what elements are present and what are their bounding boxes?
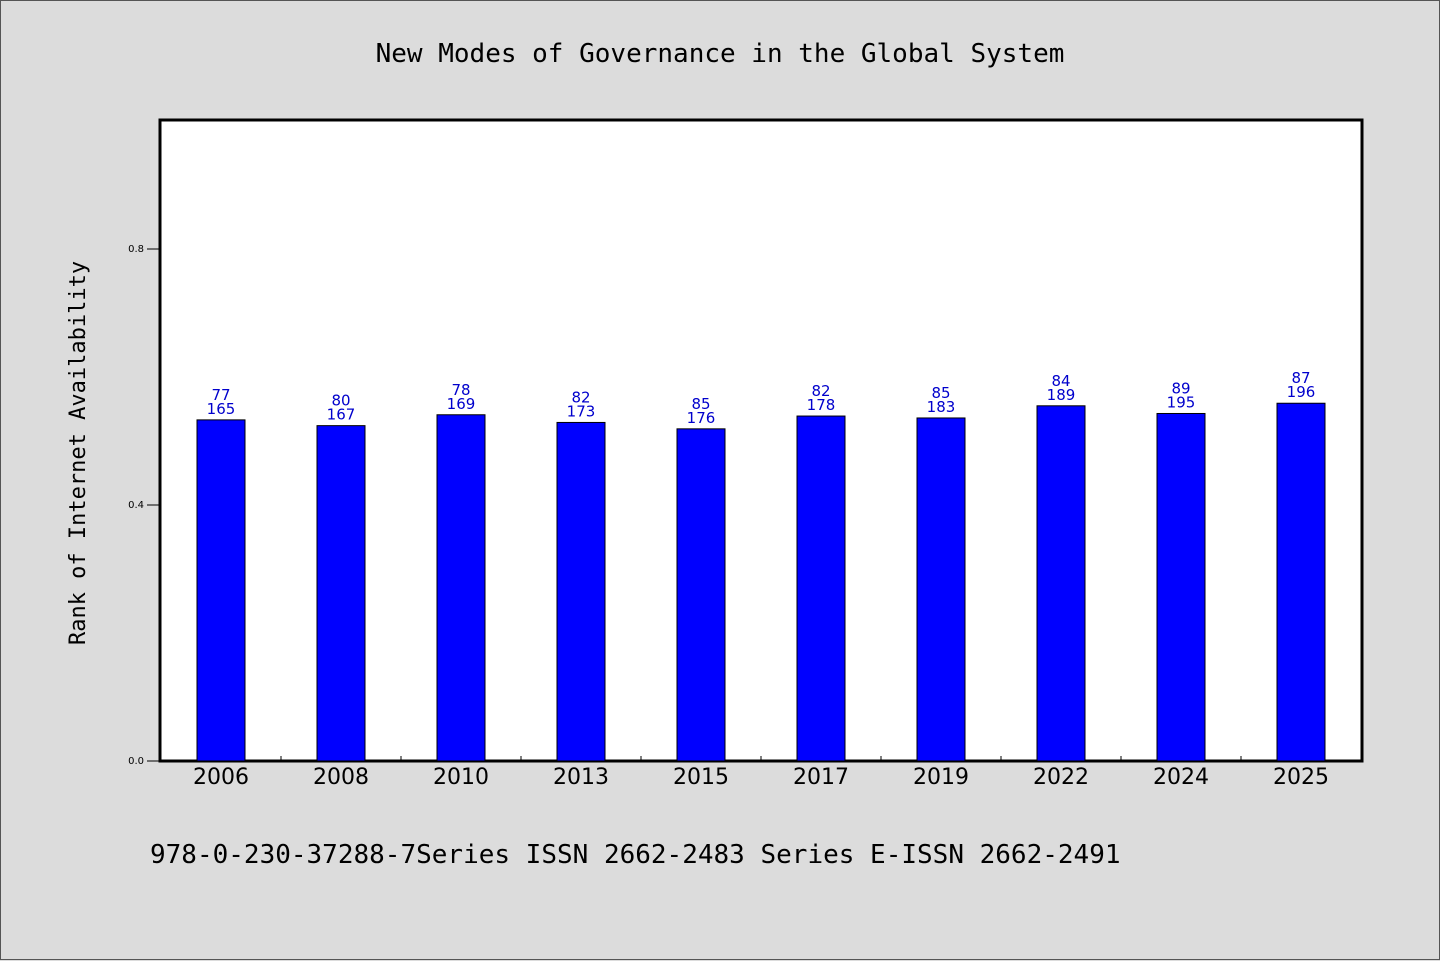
- bar-label-bottom-2008: 167: [327, 406, 356, 424]
- bar-label-top-2022: 84: [1051, 372, 1070, 390]
- bar-2017: [796, 415, 846, 762]
- x-tick-label-2022: 2022: [1033, 765, 1089, 790]
- bar-2022: [1036, 405, 1086, 762]
- y-tick-label-1: 0.4: [128, 500, 144, 511]
- bar-label-bottom-2017: 178: [807, 396, 836, 414]
- x-tick-label-2015: 2015: [673, 765, 729, 790]
- bars-layer: [196, 402, 1326, 762]
- y-axis-ticks: 0.0 0.4 0.8: [128, 244, 161, 767]
- bar-label-bottom-2022: 189: [1047, 386, 1076, 404]
- bar-2008: [316, 425, 366, 762]
- bar-2015: [676, 428, 726, 762]
- bar-label-bottom-2006: 165: [207, 400, 236, 418]
- bar-label-top-2017: 82: [811, 382, 830, 400]
- bar-2025: [1276, 402, 1326, 762]
- bar-2010: [436, 414, 486, 762]
- y-tick-label-0: 0.0: [128, 756, 144, 767]
- bar-2013: [556, 421, 606, 762]
- bar-label-top-2006: 77: [211, 386, 230, 404]
- x-tick-label-2010: 2010: [433, 765, 489, 790]
- y-tick-label-2: 0.8: [128, 244, 144, 255]
- bar-2024: [1156, 412, 1206, 762]
- bar-label-top-2019: 85: [931, 384, 950, 402]
- x-tick-label-2024: 2024: [1153, 765, 1209, 790]
- bar-label-bottom-2024: 195: [1167, 393, 1196, 411]
- bar-label-top-2024: 89: [1171, 379, 1190, 397]
- bar-label-top-2025: 87: [1291, 369, 1310, 387]
- bar-label-top-2010: 78: [451, 381, 470, 399]
- x-tick-label-2019: 2019: [913, 765, 969, 790]
- bar-label-top-2015: 85: [691, 395, 710, 413]
- x-tick-label-2025: 2025: [1273, 765, 1329, 790]
- bar-2019: [916, 417, 966, 762]
- footer-isbn-issn: 978-0-230-37288-7Series ISSN 2662-2483 S…: [150, 840, 1121, 870]
- bar-label-bottom-2015: 176: [687, 409, 716, 427]
- x-axis-ticks: 2006 2008 2010 2013 2015 2017 2019 2022 2024 2025: [193, 756, 1329, 790]
- x-tick-label-2008: 2008: [313, 765, 369, 790]
- bar-label-bottom-2013: 173: [567, 402, 596, 420]
- x-tick-label-2017: 2017: [793, 765, 849, 790]
- chart-title: New Modes of Governance in the Global Sy…: [376, 39, 1065, 69]
- bar-label-bottom-2010: 169: [447, 395, 476, 413]
- bar-label-top-2013: 82: [571, 388, 590, 406]
- bar-label-bottom-2025: 196: [1287, 383, 1316, 401]
- bar-2006: [196, 419, 246, 762]
- bar-label-top-2008: 80: [331, 392, 350, 410]
- y-axis-label: Rank of Internet Availability: [66, 261, 91, 645]
- x-tick-label-2013: 2013: [553, 765, 609, 790]
- x-tick-label-2006: 2006: [193, 765, 249, 790]
- bar-label-bottom-2019: 183: [927, 398, 956, 416]
